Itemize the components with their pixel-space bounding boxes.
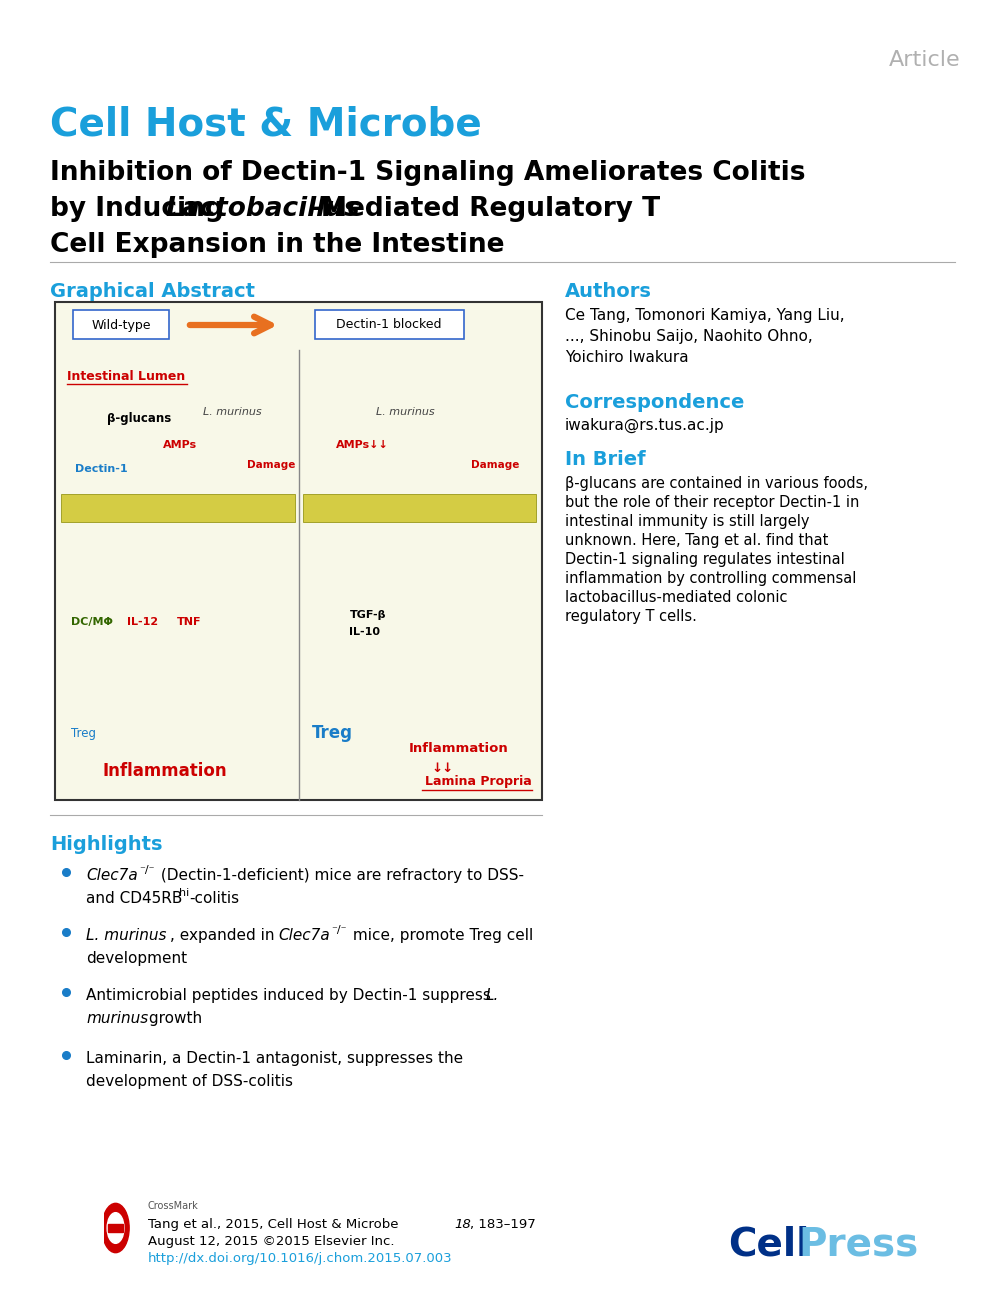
Text: Treg: Treg bbox=[71, 727, 96, 740]
Text: β-glucans are contained in various foods,: β-glucans are contained in various foods… bbox=[565, 476, 868, 491]
Text: Dectin-1 signaling regulates intestinal: Dectin-1 signaling regulates intestinal bbox=[565, 552, 845, 566]
Text: August 12, 2015 ©2015 Elsevier Inc.: August 12, 2015 ©2015 Elsevier Inc. bbox=[148, 1235, 395, 1248]
Text: -colitis: -colitis bbox=[189, 891, 239, 906]
Text: Highlights: Highlights bbox=[50, 835, 163, 853]
Text: Treg: Treg bbox=[312, 724, 353, 743]
Text: Damage: Damage bbox=[247, 459, 295, 470]
Text: , expanded in: , expanded in bbox=[170, 928, 279, 944]
Text: β-glucans: β-glucans bbox=[107, 412, 171, 425]
Text: intestinal immunity is still largely: intestinal immunity is still largely bbox=[565, 514, 809, 529]
Text: 18: 18 bbox=[454, 1218, 470, 1231]
Circle shape bbox=[108, 1212, 124, 1244]
Text: IL-12: IL-12 bbox=[127, 617, 158, 626]
Bar bbox=[55, 301, 542, 800]
Text: Cell Host & Microbe: Cell Host & Microbe bbox=[50, 104, 481, 144]
Text: by Inducing: by Inducing bbox=[50, 196, 233, 222]
Text: mice, promote Treg cell: mice, promote Treg cell bbox=[348, 928, 534, 944]
Text: and CD45RB: and CD45RB bbox=[86, 891, 182, 906]
Text: lactobacillus-mediated colonic: lactobacillus-mediated colonic bbox=[565, 590, 788, 606]
Text: (Dectin-1-deficient) mice are refractory to DSS-: (Dectin-1-deficient) mice are refractory… bbox=[156, 868, 524, 883]
Text: ..., Shinobu Saijo, Naohito Ohno,: ..., Shinobu Saijo, Naohito Ohno, bbox=[565, 329, 813, 345]
Bar bbox=[109, 1224, 123, 1232]
Text: Lactobacillus: Lactobacillus bbox=[165, 196, 360, 222]
Text: Inhibition of Dectin-1 Signaling Ameliorates Colitis: Inhibition of Dectin-1 Signaling Amelior… bbox=[50, 161, 805, 187]
Text: Damage: Damage bbox=[471, 459, 520, 470]
Text: Clec7a: Clec7a bbox=[86, 868, 138, 883]
Text: Clec7a: Clec7a bbox=[278, 928, 330, 944]
Text: http://dx.doi.org/10.1016/j.chom.2015.07.003: http://dx.doi.org/10.1016/j.chom.2015.07… bbox=[148, 1251, 452, 1265]
Text: regulatory T cells.: regulatory T cells. bbox=[565, 609, 696, 624]
Text: TNF: TNF bbox=[177, 617, 201, 626]
Text: but the role of their receptor Dectin-1 in: but the role of their receptor Dectin-1 … bbox=[565, 495, 859, 510]
Text: Ce Tang, Tomonori Kamiya, Yang Liu,: Ce Tang, Tomonori Kamiya, Yang Liu, bbox=[565, 308, 844, 324]
Text: TGF-β: TGF-β bbox=[350, 609, 386, 620]
Text: L. murinus: L. murinus bbox=[376, 407, 434, 418]
FancyBboxPatch shape bbox=[73, 311, 169, 339]
Text: AMPs↓↓: AMPs↓↓ bbox=[336, 440, 388, 450]
Text: L. murinus: L. murinus bbox=[203, 407, 261, 418]
Text: Tang et al., 2015, Cell Host & Microbe: Tang et al., 2015, Cell Host & Microbe bbox=[148, 1218, 403, 1231]
Text: Press: Press bbox=[798, 1225, 919, 1263]
Text: Lamina Propria: Lamina Propria bbox=[425, 775, 532, 788]
Text: Intestinal Lumen: Intestinal Lumen bbox=[67, 371, 185, 382]
Text: Article: Article bbox=[888, 50, 960, 70]
Text: -Mediated Regulatory T: -Mediated Regulatory T bbox=[310, 196, 660, 222]
Text: inflammation by controlling commensal: inflammation by controlling commensal bbox=[565, 572, 856, 586]
Text: development of DSS-colitis: development of DSS-colitis bbox=[86, 1074, 293, 1088]
Text: unknown. Here, Tang et al. find that: unknown. Here, Tang et al. find that bbox=[565, 532, 828, 548]
Text: growth: growth bbox=[144, 1011, 202, 1026]
Circle shape bbox=[103, 1203, 130, 1253]
Text: ⁻/⁻: ⁻/⁻ bbox=[139, 865, 155, 874]
Text: Cell Expansion in the Intestine: Cell Expansion in the Intestine bbox=[50, 232, 505, 258]
Text: Dectin-1: Dectin-1 bbox=[75, 465, 128, 474]
Text: Dectin-1 blocked: Dectin-1 blocked bbox=[336, 318, 441, 331]
Text: development: development bbox=[86, 951, 187, 966]
Bar bbox=[303, 495, 536, 522]
Bar bbox=[61, 495, 294, 522]
Text: ⁻/⁻: ⁻/⁻ bbox=[331, 925, 347, 934]
Text: Cell: Cell bbox=[728, 1225, 809, 1263]
Text: , 183–197: , 183–197 bbox=[470, 1218, 536, 1231]
Text: Yoichiro Iwakura: Yoichiro Iwakura bbox=[565, 350, 688, 365]
Text: Laminarin, a Dectin-1 antagonist, suppresses the: Laminarin, a Dectin-1 antagonist, suppre… bbox=[86, 1051, 463, 1066]
Text: Wild-type: Wild-type bbox=[91, 318, 151, 331]
Text: Inflammation: Inflammation bbox=[103, 762, 227, 780]
Text: Graphical Abstract: Graphical Abstract bbox=[50, 282, 255, 301]
Text: iwakura@rs.tus.ac.jp: iwakura@rs.tus.ac.jp bbox=[565, 418, 725, 433]
Text: In Brief: In Brief bbox=[565, 450, 645, 468]
Text: L.: L. bbox=[486, 988, 499, 1004]
FancyBboxPatch shape bbox=[315, 311, 463, 339]
Text: hi: hi bbox=[179, 887, 189, 898]
Text: Correspondence: Correspondence bbox=[565, 393, 745, 412]
Text: CrossMark: CrossMark bbox=[148, 1201, 199, 1211]
Text: DC/MΦ: DC/MΦ bbox=[71, 617, 113, 626]
Text: Antimicrobial peptides induced by Dectin-1 suppress: Antimicrobial peptides induced by Dectin… bbox=[86, 988, 495, 1004]
Text: Authors: Authors bbox=[565, 282, 652, 301]
Text: murinus: murinus bbox=[86, 1011, 149, 1026]
Text: ↓↓: ↓↓ bbox=[431, 762, 453, 775]
Text: AMPs: AMPs bbox=[163, 440, 197, 450]
Text: L. murinus: L. murinus bbox=[86, 928, 167, 944]
Text: Inflammation: Inflammation bbox=[408, 743, 509, 756]
Text: IL-10: IL-10 bbox=[350, 626, 381, 637]
